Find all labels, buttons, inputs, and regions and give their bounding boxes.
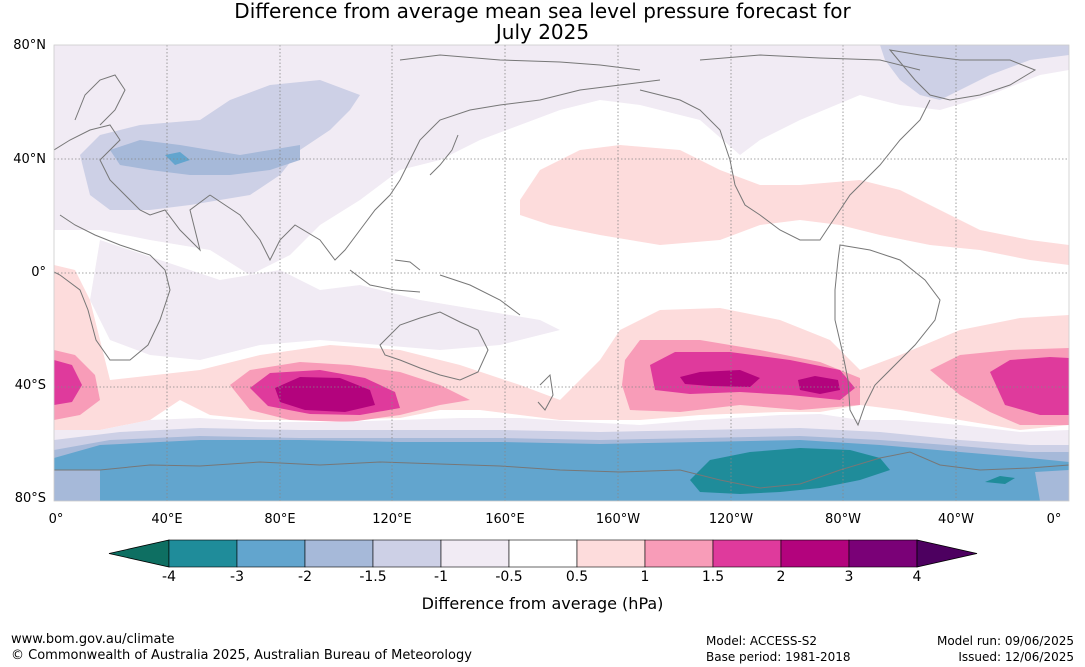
anomaly-region-magenta-west-edge xyxy=(54,360,82,405)
colorbar-tick-label: -4 xyxy=(162,569,176,585)
colorbar-swatch xyxy=(168,539,238,568)
coastlines xyxy=(54,49,1069,489)
lat-label-40n: 40°N xyxy=(13,152,46,167)
anomaly-region-deep-indian xyxy=(275,377,375,412)
anomaly-region-tropics-light xyxy=(90,240,560,360)
anomaly-region-eurasia-lavender xyxy=(80,80,360,210)
colorbar-tick-label: -1.5 xyxy=(359,569,387,585)
anomaly-region-deep-pacific-1 xyxy=(680,370,760,387)
colorbar-tick-label: 1 xyxy=(640,569,650,585)
pressure-anomaly-field xyxy=(54,45,1069,501)
colorbar-label: Difference from average (hPa) xyxy=(421,594,664,613)
colorbar-tick-label: -1 xyxy=(434,569,448,585)
footer-base-period: Base period: 1981-2018 xyxy=(706,650,851,664)
coastline-north-america xyxy=(639,54,931,241)
colorbar-swatch xyxy=(576,539,646,568)
lat-label-80n: 80°N xyxy=(13,38,46,53)
coastline-europe xyxy=(54,124,211,252)
anomaly-region-teal-small xyxy=(985,476,1015,484)
colorbar-swatch xyxy=(780,539,850,568)
colorbar-tick-label: 1.5 xyxy=(701,569,725,585)
colorbar-tick-label: 3 xyxy=(844,569,854,585)
colorbar-tick-label: -3 xyxy=(230,569,244,585)
anomaly-region-eurasia-mid xyxy=(110,140,300,175)
lon-label-0: 0° xyxy=(48,512,64,527)
colorbar-swatch xyxy=(304,539,374,568)
lon-label-80w: 80°W xyxy=(825,512,861,527)
anomaly-region-magenta-atlantic xyxy=(990,357,1069,415)
colorbar-tick-label: -0.5 xyxy=(495,569,523,585)
colorbar-swatch xyxy=(644,539,714,568)
colorbar-swatch xyxy=(372,539,442,568)
coastline-asia xyxy=(209,54,661,262)
map-title-line-1: Difference from average mean sea level p… xyxy=(234,0,851,23)
coastline-africa xyxy=(54,214,171,361)
footer-issued: Issued: 12/06/2025 xyxy=(958,650,1074,664)
lat-label-0: 0° xyxy=(31,265,46,280)
footer-model: Model: ACCESS-S2 xyxy=(706,634,818,648)
colorbar-extend-low xyxy=(108,539,170,568)
coastline-antarctica xyxy=(54,451,1069,489)
anomaly-region-deep-pacific-2 xyxy=(798,376,840,394)
anomaly-region-eurasia-core xyxy=(165,152,190,165)
anomaly-region-antarctic-edge-east xyxy=(1035,470,1069,501)
lon-label-120w: 120°W xyxy=(708,512,754,527)
map-title-line-2: July 2025 xyxy=(495,20,590,44)
lon-label-0-east: 0° xyxy=(1046,512,1062,527)
colorbar-swatch xyxy=(440,539,510,568)
coastline-south-america xyxy=(834,244,941,427)
anomaly-region-greenland xyxy=(880,45,1069,100)
lon-label-40w: 40°W xyxy=(938,512,974,527)
footer-model-run: Model run: 09/06/2025 xyxy=(936,634,1074,648)
lon-label-40e: 40°E xyxy=(151,512,183,527)
lat-label-40s: 40°S xyxy=(14,378,46,393)
colorbar-swatch xyxy=(712,539,782,568)
colorbar-swatch xyxy=(236,539,306,568)
anomaly-region-greenland-spot xyxy=(915,45,940,52)
colorbar-swatch xyxy=(508,539,578,568)
colorbar-tick-label: 0.5 xyxy=(565,569,589,585)
anomaly-region-north-pacific-pink xyxy=(520,145,1069,265)
anomaly-region-teal-core xyxy=(690,448,890,494)
colorbar-tick-label: 4 xyxy=(912,569,922,585)
footer-copyright: © Commonwealth of Australia 2025, Austra… xyxy=(11,648,472,663)
colorbar xyxy=(108,539,978,568)
colorbar-extend-high xyxy=(916,539,978,568)
lon-label-160e: 160°E xyxy=(485,512,525,527)
colorbar-tick-label: -2 xyxy=(298,569,312,585)
graticule xyxy=(54,45,1069,501)
coastline-indonesia xyxy=(349,259,521,316)
coastline-new-zealand xyxy=(537,373,554,411)
coastline-australia xyxy=(379,311,489,381)
lat-label-80s: 80°S xyxy=(14,491,46,506)
anomaly-region-antarctic-edge xyxy=(54,470,100,501)
colorbar-swatch xyxy=(848,539,918,568)
lon-label-160w: 160°W xyxy=(595,512,641,527)
coastline-japan xyxy=(429,134,459,176)
footer-website: www.bom.gov.au/climate xyxy=(11,632,175,647)
coastline-greenland xyxy=(888,49,1037,101)
lon-label-120e: 120°E xyxy=(372,512,412,527)
lon-label-80e: 80°E xyxy=(264,512,296,527)
colorbar-tick-label: 2 xyxy=(776,569,786,585)
coastline-scandinavia xyxy=(74,74,126,126)
